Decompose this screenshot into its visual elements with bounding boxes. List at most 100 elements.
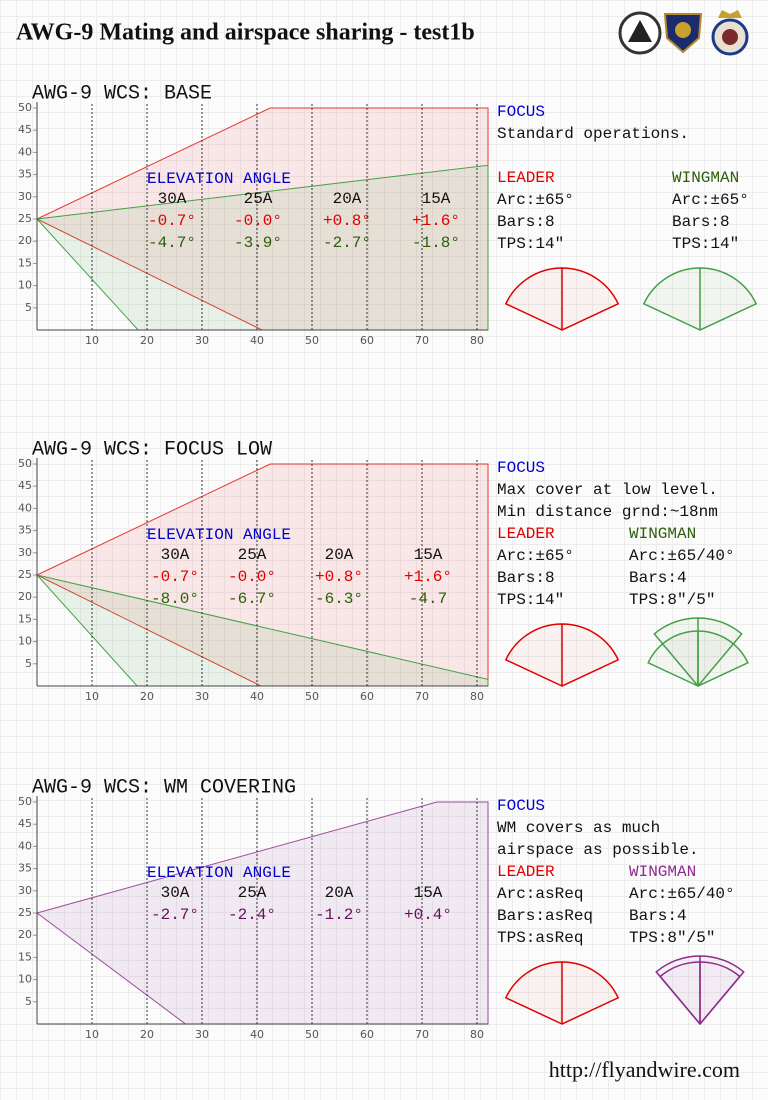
elevation-value: -3.9° — [234, 234, 282, 252]
chart-title: AWG-9 WCS: FOCUS LOW — [32, 438, 272, 461]
y-tick-label: 15 — [18, 612, 32, 625]
x-tick-label: 30 — [195, 334, 209, 347]
wingman-line: Arc:±65° — [672, 191, 749, 209]
y-tick-label: 25 — [18, 212, 32, 225]
focus-label: FOCUS — [497, 459, 545, 477]
y-tick-label: 50 — [18, 101, 32, 114]
leader-line: Arc:±65° — [497, 191, 574, 209]
y-tick-label: 30 — [18, 190, 32, 203]
elevation-value: -4.7° — [148, 234, 196, 252]
elevation-title: ELEVATION ANGLE — [147, 170, 291, 188]
wingman-line: Bars:4 — [629, 569, 687, 587]
elevation-column: 25A — [244, 190, 273, 208]
focus-line: Standard operations. — [497, 125, 689, 143]
logos — [618, 10, 749, 56]
elevation-value: -1.8° — [412, 234, 460, 252]
x-tick-label: 20 — [140, 334, 154, 347]
leader-line: Arc:±65° — [497, 547, 574, 565]
x-tick-label: 10 — [85, 334, 99, 347]
elevation-column: 15A — [414, 546, 443, 564]
y-tick-label: 35 — [18, 862, 32, 875]
focus-label: FOCUS — [497, 103, 545, 121]
page-title: AWG-9 Mating and airspace sharing - test… — [16, 20, 475, 46]
y-tick-label: 5 — [25, 995, 32, 1008]
y-tick-label: 20 — [18, 928, 32, 941]
y-tick-label: 45 — [18, 123, 32, 136]
elevation-column: 30A — [161, 884, 190, 902]
elevation-value: +1.6° — [404, 568, 452, 586]
elevation-value: -6.7° — [228, 590, 276, 608]
elevation-column: 15A — [414, 884, 443, 902]
y-tick-label: 30 — [18, 546, 32, 559]
elevation-value: +0.8° — [315, 568, 363, 586]
x-tick-label: 20 — [140, 690, 154, 703]
y-tick-label: 35 — [18, 524, 32, 537]
y-tick-label: 45 — [18, 479, 32, 492]
x-tick-label: 10 — [85, 1028, 99, 1041]
y-tick-label: 20 — [18, 590, 32, 603]
x-tick-label: 40 — [250, 334, 264, 347]
coverage-area — [35, 463, 489, 687]
wingman-line: TPS:14" — [672, 235, 739, 253]
leader-line: Arc:asReq — [497, 885, 583, 903]
leader-line: Bars:8 — [497, 569, 555, 587]
elevation-value: +0.8° — [323, 212, 371, 230]
x-tick-label: 30 — [195, 1028, 209, 1041]
y-tick-label: 25 — [18, 568, 32, 581]
elevation-value: -0.0° — [228, 568, 276, 586]
x-tick-label: 10 — [85, 690, 99, 703]
leader-label: LEADER — [497, 525, 555, 543]
leader-line: TPS:asReq — [497, 929, 583, 947]
y-tick-label: 50 — [18, 795, 32, 808]
x-tick-label: 30 — [195, 690, 209, 703]
x-tick-label: 80 — [470, 690, 484, 703]
leader-line: TPS:14" — [497, 591, 564, 609]
leader-label: LEADER — [497, 169, 555, 187]
leader-label: LEADER — [497, 863, 555, 881]
coverage-area — [35, 801, 489, 1025]
y-tick-label: 25 — [18, 906, 32, 919]
x-tick-label: 50 — [305, 1028, 319, 1041]
elevation-value: -2.7° — [323, 234, 371, 252]
elevation-value: -0.7° — [151, 568, 199, 586]
elevation-value: +0.4° — [404, 906, 452, 924]
elevation-title: ELEVATION ANGLE — [147, 526, 291, 544]
wingman-scan-arc — [653, 617, 743, 688]
focus-line: WM covers as much — [497, 819, 660, 837]
chart-title: AWG-9 WCS: BASE — [32, 82, 212, 105]
wingman-line: Bars:4 — [629, 907, 687, 925]
elevation-column: 15A — [422, 190, 451, 208]
leader-scan-arc — [504, 623, 620, 687]
focus-label: FOCUS — [497, 797, 545, 815]
x-tick-label: 40 — [250, 690, 264, 703]
elevation-title: ELEVATION ANGLE — [147, 864, 291, 882]
elevation-value: -6.3° — [315, 590, 363, 608]
wingman-label: WINGMAN — [629, 525, 696, 543]
elevation-value: -1.2° — [315, 906, 363, 924]
x-tick-label: 70 — [415, 690, 429, 703]
elevation-value: -2.7° — [151, 906, 199, 924]
y-tick-label: 40 — [18, 839, 32, 852]
elevation-column: 20A — [325, 884, 354, 902]
elevation-value: -0.7° — [148, 212, 196, 230]
elevation-value: -4.7 — [409, 590, 447, 608]
y-tick-label: 30 — [18, 884, 32, 897]
x-tick-label: 20 — [140, 1028, 154, 1041]
wingman-scan-arc — [642, 267, 758, 331]
wingman-line: Bars:8 — [672, 213, 730, 231]
leader-scan-arc — [504, 961, 620, 1025]
y-tick-label: 10 — [18, 635, 32, 648]
x-tick-label: 60 — [360, 690, 374, 703]
x-tick-label: 40 — [250, 1028, 264, 1041]
footer-url: http://flyandwire.com — [549, 1057, 740, 1082]
elevation-column: 25A — [238, 884, 267, 902]
y-tick-label: 10 — [18, 973, 32, 986]
wingman-label: WINGMAN — [629, 863, 696, 881]
y-tick-label: 5 — [25, 301, 32, 314]
wingman-line: Arc:±65/40° — [629, 547, 735, 565]
focus-line: Max cover at low level. — [497, 481, 718, 499]
elevation-column: 20A — [325, 546, 354, 564]
focus-line: Min distance grnd:~18nm — [497, 503, 718, 521]
y-tick-label: 40 — [18, 501, 32, 514]
x-tick-label: 80 — [470, 334, 484, 347]
